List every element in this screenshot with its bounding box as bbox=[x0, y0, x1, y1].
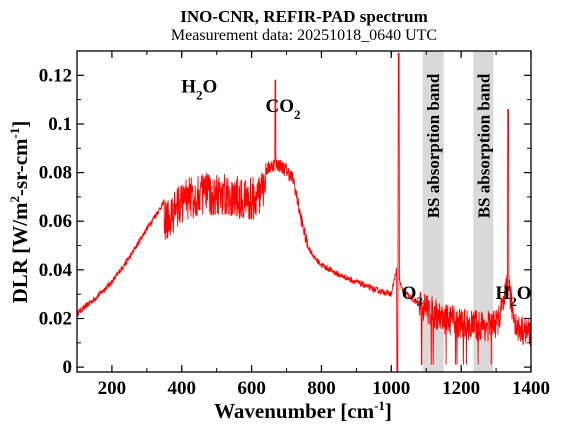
spectrum-line bbox=[76, 52, 532, 373]
axes-frame bbox=[76, 50, 532, 373]
y-tick-label: 0 bbox=[63, 357, 73, 378]
annotation-4: H2O bbox=[496, 283, 532, 309]
annotation-3: O3 bbox=[402, 283, 424, 309]
y-tick-label: 0.02 bbox=[39, 309, 72, 330]
absorption-band-label-1: BS absorption band bbox=[424, 73, 443, 218]
chart-title: INO-CNR, REFIR-PAD spectrum bbox=[180, 7, 428, 26]
plot-frame bbox=[76, 50, 532, 373]
y-axis-title: DLR [W/m2-sr-cm-1] bbox=[7, 121, 32, 304]
absorption-band-2 bbox=[473, 51, 494, 372]
absorption-band-1 bbox=[422, 51, 444, 372]
x-tick-label-600: 600 bbox=[237, 378, 266, 399]
x-tick-label-1400: 1400 bbox=[512, 378, 550, 399]
spectrum-line-group bbox=[76, 52, 532, 373]
annotations: H2O CO2 O3 H2O bbox=[181, 76, 531, 309]
x-axis-title: Wavenumber [cm-1] bbox=[214, 398, 392, 423]
x-tick-label-1200: 1200 bbox=[442, 378, 480, 399]
absorption-bands: BS absorption band BS absorption band bbox=[422, 51, 494, 372]
chart-subtitle: Measurement data: 20251018_0640 UTC bbox=[171, 27, 437, 44]
annotation-2: CO2 bbox=[266, 96, 301, 122]
absorption-band-label-2: BS absorption band bbox=[474, 73, 493, 218]
tick-labels: 200 400 600 800 1000 1200 1400 0 0.02 0.04 0.06 0.0… bbox=[39, 65, 550, 399]
x-tick-label-400: 400 bbox=[168, 378, 197, 399]
tick-marks bbox=[76, 51, 532, 372]
y-tick-label: 0.12 bbox=[39, 65, 72, 86]
y-tick-label: 0.04 bbox=[39, 260, 73, 281]
x-tick-label-200: 200 bbox=[98, 378, 127, 399]
y-tick-label: 0.1 bbox=[48, 114, 72, 135]
y-tick-label: 0.08 bbox=[39, 163, 72, 184]
annotation-1: H2O bbox=[181, 76, 217, 102]
x-tick-label-1000: 1000 bbox=[372, 378, 410, 399]
x-tick-label-800: 800 bbox=[307, 378, 336, 399]
y-tick-label: 0.06 bbox=[39, 211, 72, 232]
